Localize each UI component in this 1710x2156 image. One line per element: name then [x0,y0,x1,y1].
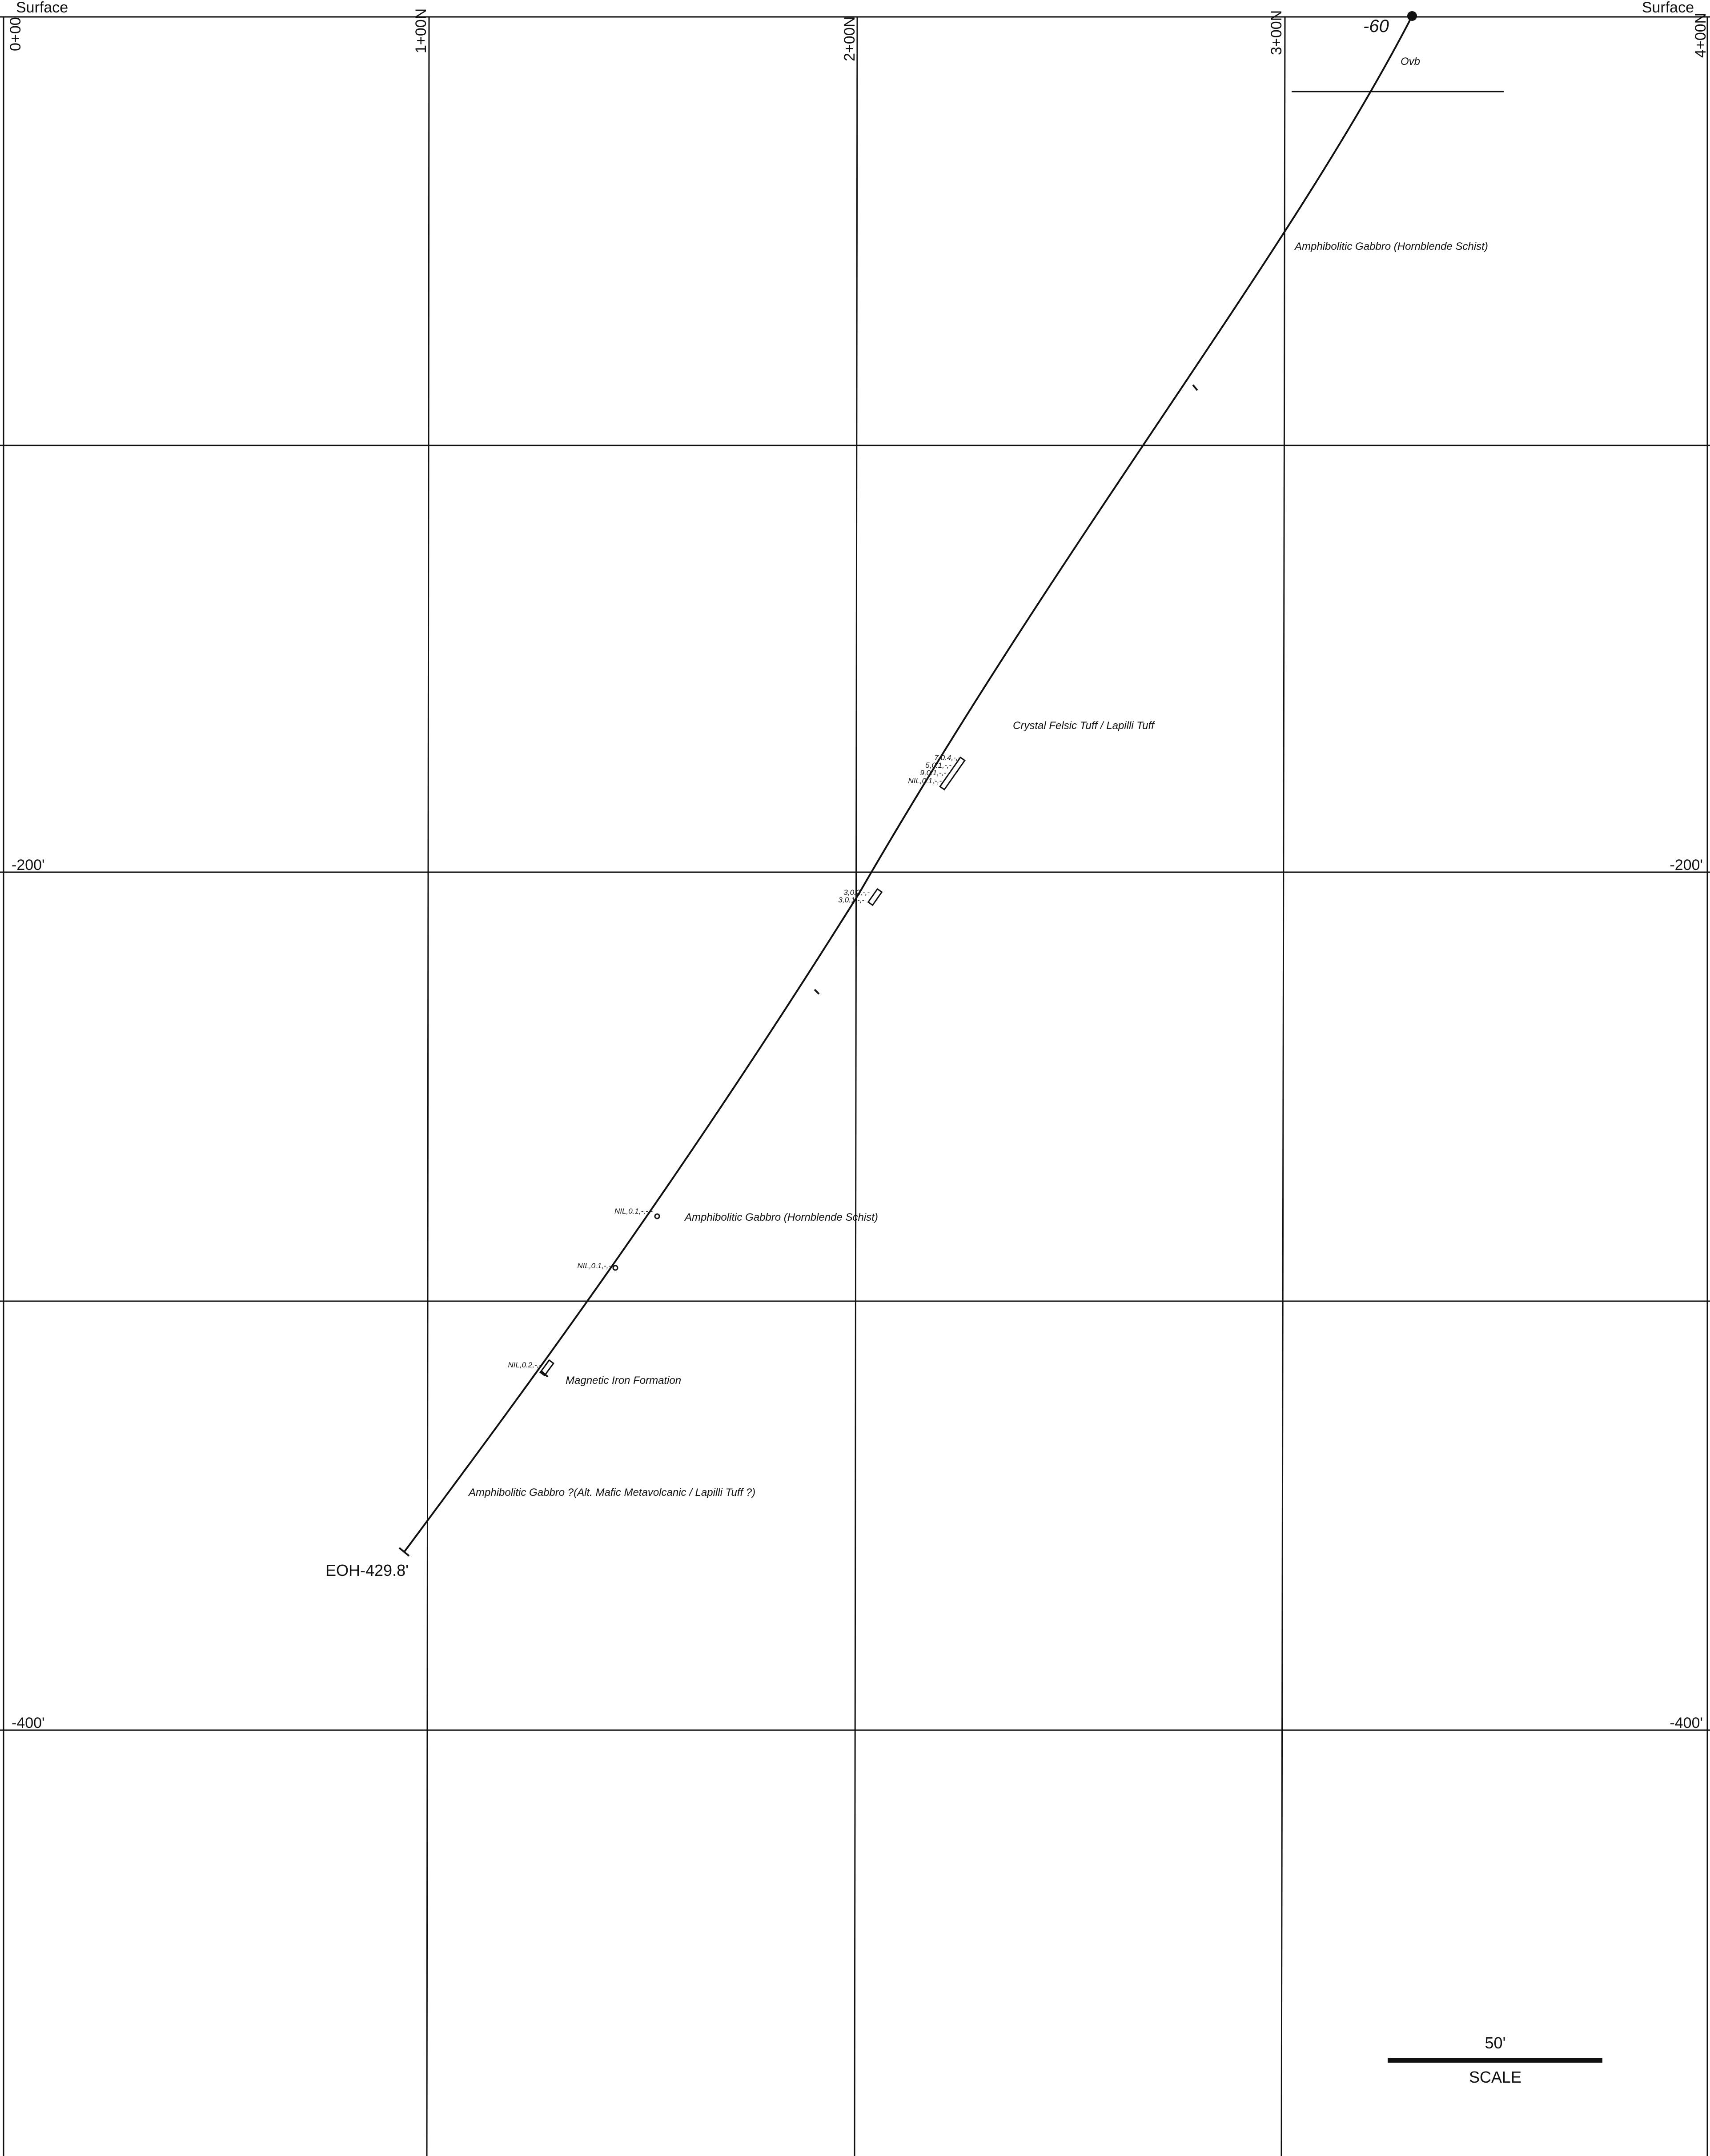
assay-label: NIL,0.2,-,- [508,1361,542,1369]
collar-marker [1407,11,1417,21]
station-label: 0+00 [7,17,24,51]
elevation-label-right: -200' [1670,857,1703,874]
assay-label: NIL,0.1,-,-,- [614,1207,653,1215]
hole-dip-label: -60 [1363,16,1389,36]
assay-label: 3,0.1,-,- [838,896,864,904]
assay-label: 9,0.1,-,- [920,769,946,777]
station-label: 2+00N [841,16,858,61]
elevation-label-left: -400' [12,1715,45,1731]
scale-value: 50' [1485,2034,1506,2052]
surface-label-left: Surface [16,0,68,16]
assay-label: NIL,0.1,-,- [577,1262,611,1270]
scale-bar-line [1388,2058,1602,2063]
assay-label: NIL,0.1,-,- [908,777,942,785]
station-label: 4+00N [1692,13,1709,58]
elevation-label-left: -200' [12,857,45,874]
scale-label: SCALE [1469,2068,1521,2086]
unit-label: Crystal Felsic Tuff / Lapilli Tuff [1013,720,1155,732]
elevation-label-right: -400' [1670,1715,1703,1731]
station-label: 3+00N [1268,10,1285,55]
station-label: 1+00N [413,8,430,53]
surface-label-right: Surface [1642,0,1694,16]
unit-label: Amphibolitic Gabbro (Hornblende Schist) [1294,240,1488,252]
end-of-hole-label: EOH-429.8' [325,1561,409,1579]
unit-label: Amphibolitic Gabbro ?(Alt. Mafic Metavol… [468,1487,755,1499]
unit-label-overburden: Ovb [1401,56,1420,68]
unit-label: Amphibolitic Gabbro (Hornblende Schist) [684,1211,878,1223]
unit-label: Magnetic Iron Formation [566,1375,681,1387]
